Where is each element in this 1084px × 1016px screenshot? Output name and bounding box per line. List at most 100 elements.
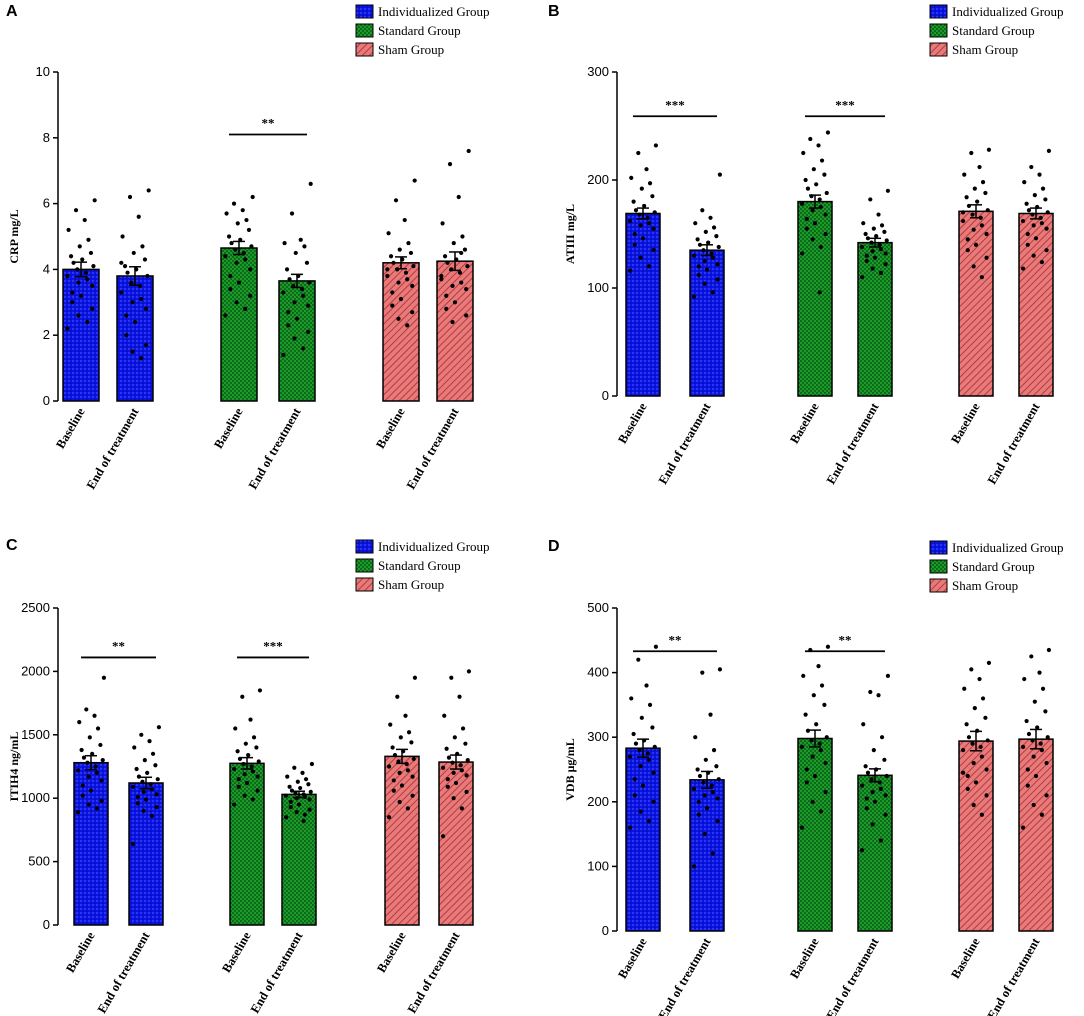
data-point — [697, 773, 703, 779]
x-category-label: Baseline — [948, 935, 983, 981]
data-point — [709, 251, 714, 256]
data-point — [405, 768, 410, 773]
x-category-label: End of treatment — [84, 405, 142, 492]
data-point — [289, 788, 295, 793]
data-point — [308, 789, 313, 794]
data-point — [645, 215, 650, 220]
y-axis-label: CRP mg/L — [7, 209, 21, 263]
data-point — [390, 303, 395, 308]
data-point — [970, 741, 975, 746]
data-point — [145, 273, 150, 279]
data-point — [464, 789, 469, 794]
data-point — [257, 688, 263, 693]
data-point — [859, 783, 865, 788]
data-point — [970, 212, 975, 217]
data-point — [1045, 210, 1050, 215]
data-point — [651, 248, 656, 253]
data-point — [639, 715, 644, 720]
x-category-label: End of treatment — [824, 400, 882, 487]
data-point — [823, 212, 828, 217]
data-point — [877, 242, 882, 247]
bar-4 — [281, 793, 317, 926]
data-point — [391, 788, 396, 793]
y-tick-label: 500 — [587, 600, 609, 615]
data-point — [703, 757, 708, 762]
data-point — [812, 221, 818, 226]
data-point — [130, 784, 136, 789]
data-point — [400, 257, 405, 262]
data-point — [450, 319, 455, 325]
data-point — [90, 283, 95, 288]
data-point — [651, 799, 656, 804]
data-point — [1032, 193, 1037, 198]
data-point — [647, 702, 653, 708]
data-point — [70, 300, 75, 305]
data-point — [865, 236, 871, 241]
data-point — [879, 735, 885, 740]
data-point — [137, 283, 143, 288]
data-point — [287, 784, 292, 789]
data-point — [883, 812, 888, 817]
data-point — [811, 693, 816, 698]
panel-letter: C — [6, 537, 18, 554]
x-category-label: End of treatment — [985, 935, 1043, 1016]
data-point — [294, 810, 299, 815]
data-point — [398, 735, 403, 740]
data-point — [874, 767, 879, 772]
data-point — [446, 755, 452, 760]
data-point — [86, 237, 91, 242]
data-point — [92, 198, 97, 203]
data-point — [148, 782, 153, 787]
data-point — [1039, 748, 1044, 753]
y-tick-label: 8 — [43, 130, 50, 145]
data-point — [240, 694, 245, 699]
data-point — [76, 280, 81, 285]
data-point — [233, 247, 238, 252]
data-point — [395, 267, 400, 272]
data-point — [131, 250, 136, 256]
data-point — [642, 738, 647, 743]
data-point — [803, 712, 808, 717]
data-point — [695, 237, 700, 242]
data-point — [246, 752, 251, 758]
data-point — [710, 255, 715, 260]
data-point — [696, 272, 701, 278]
data-point — [640, 783, 646, 788]
data-point — [871, 226, 876, 231]
data-point — [715, 819, 720, 824]
legend-swatch-2 — [929, 23, 948, 38]
data-point — [392, 752, 398, 758]
data-point — [302, 244, 307, 249]
y-tick-label: 1000 — [21, 790, 50, 805]
data-point — [465, 264, 470, 269]
y-axis-label: VDB μg/mL — [563, 738, 577, 800]
data-point — [119, 260, 124, 265]
data-point — [636, 657, 641, 662]
y-tick-label: 0 — [43, 917, 50, 932]
data-point — [960, 770, 966, 775]
panel-letter: D — [548, 538, 560, 555]
data-point — [874, 234, 879, 239]
data-point — [972, 186, 977, 191]
data-point — [823, 790, 828, 795]
data-point — [65, 273, 70, 279]
data-point — [460, 726, 466, 731]
bar-5 — [958, 210, 994, 397]
data-point — [450, 283, 455, 288]
data-point — [150, 751, 156, 756]
bar-4 — [857, 774, 893, 932]
data-point — [804, 780, 809, 785]
data-point — [395, 694, 400, 699]
data-point — [80, 793, 85, 798]
data-point — [86, 774, 91, 779]
data-point — [979, 754, 984, 759]
chart-panel-b: B Individualized Group Standard Group Sham … — [548, 3, 1064, 487]
data-point — [405, 323, 410, 328]
data-point — [1033, 773, 1039, 779]
data-point — [1031, 802, 1036, 808]
data-point — [1043, 709, 1048, 714]
data-point — [823, 760, 828, 766]
data-point — [818, 244, 823, 250]
data-point — [804, 226, 809, 231]
data-point — [864, 806, 869, 811]
